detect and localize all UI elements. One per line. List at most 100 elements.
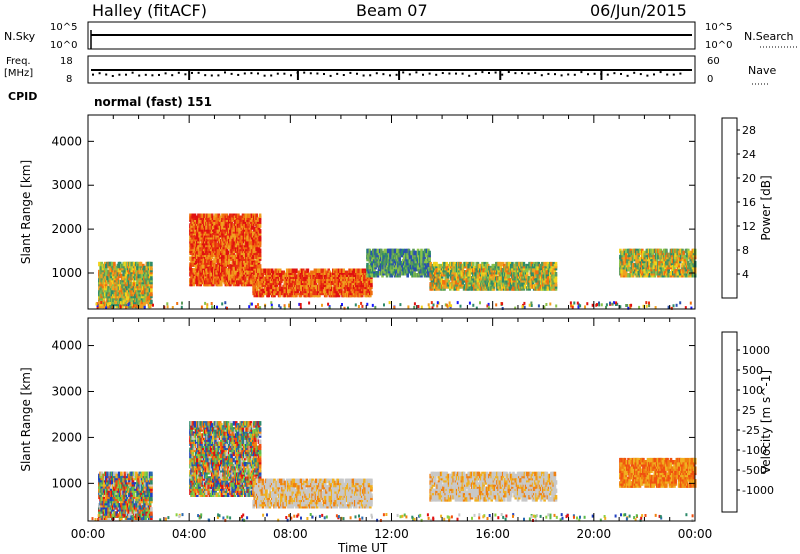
echo-cell [508, 286, 512, 291]
nave-dot [501, 73, 504, 76]
nave-dot [309, 72, 312, 75]
echo-cell [226, 215, 230, 220]
nave-dot [488, 72, 490, 75]
echo-cell [507, 274, 511, 279]
echo-cell [194, 260, 198, 265]
echo-cell [236, 227, 239, 232]
echo-cell [414, 266, 418, 272]
echo-cell [321, 268, 325, 273]
echo-cell [675, 262, 679, 268]
echo-cell [501, 278, 505, 283]
echo-cell [629, 256, 633, 262]
nave-dot [540, 74, 543, 77]
echo-cell [652, 264, 656, 270]
echo-cell [522, 261, 526, 267]
freq-tick-top: 18 [60, 56, 73, 67]
echo-cell [367, 276, 371, 282]
nave-dot [290, 74, 292, 77]
nave-dot [639, 73, 642, 76]
nave-dot [679, 72, 682, 75]
nave-dot [369, 74, 372, 77]
nsky-tick-top: 10^5 [50, 22, 77, 33]
echo-cell [98, 261, 101, 267]
nave-dot [250, 72, 253, 75]
echo-cell [416, 264, 420, 270]
echo-cell [220, 281, 223, 287]
nave-dot [204, 74, 207, 77]
nave-dot [197, 71, 200, 74]
echo-cell [230, 213, 233, 218]
nave-dot [613, 72, 616, 75]
nave-dot [171, 74, 174, 77]
nave-dot [547, 72, 550, 75]
nave-dot [606, 73, 609, 76]
echo-cell [554, 282, 558, 287]
nave-dot [567, 73, 570, 76]
echo-cell [370, 278, 373, 284]
freq-unit: [MHz] [4, 68, 33, 79]
echo-cell [252, 254, 255, 259]
nave-dot [270, 74, 273, 77]
echo-cell [514, 272, 518, 277]
nave-dot [164, 72, 167, 75]
echo-cell [683, 254, 687, 260]
nave-dot [514, 72, 517, 75]
echo-cell [255, 286, 259, 292]
echo-cell [273, 274, 276, 279]
echo-cell [383, 248, 387, 254]
echo-cell [435, 261, 438, 267]
nave-dot [329, 74, 332, 77]
nave-dot [455, 72, 457, 75]
nave-dot [441, 72, 444, 75]
echo-cell [146, 291, 150, 297]
echo-cell [396, 248, 399, 254]
nsearch-tick-bottom: 10^0 [705, 40, 732, 51]
echo-cell [428, 250, 431, 256]
echo-cell [207, 213, 210, 218]
echo-cell [427, 262, 430, 268]
freq-tick-bottom: 8 [66, 74, 72, 85]
echo-cell [276, 286, 280, 292]
echo-cell [345, 270, 349, 275]
nave-dot [362, 74, 365, 77]
nave-dot [672, 73, 675, 76]
echo-cell [342, 268, 345, 273]
echo-cell [620, 269, 623, 274]
nave-dot [395, 73, 398, 76]
nave-dot [349, 71, 352, 74]
nave-dot [217, 74, 220, 77]
nave-dot [428, 72, 431, 75]
nave-dot [653, 73, 655, 76]
echo-cell [682, 250, 685, 256]
echo-cell [293, 272, 297, 277]
echo-cell [306, 268, 310, 273]
echo-cell [118, 293, 122, 299]
nave-dot [468, 74, 471, 77]
echo-cell [404, 248, 407, 254]
echo-cell [326, 284, 329, 290]
nave-dot [375, 72, 378, 75]
echo-cell [370, 282, 373, 288]
echo-cell [130, 297, 133, 303]
echo-cell [226, 235, 230, 240]
echo-cell [258, 229, 262, 234]
nave-dot [620, 72, 622, 75]
nave-dot [494, 71, 497, 74]
echo-cell [223, 262, 226, 267]
echo-cell [253, 284, 257, 290]
echo-cell [282, 270, 285, 275]
nave-dot [507, 71, 510, 74]
echo-cell [237, 219, 240, 224]
nave-dot [580, 71, 583, 74]
echo-cell [214, 225, 217, 230]
echo-cell [258, 248, 262, 254]
nave-dot [210, 74, 213, 77]
echo-cell [300, 290, 304, 296]
echo-cell [228, 260, 231, 265]
echo-cell [498, 276, 501, 281]
echo-cell [267, 292, 270, 298]
nave-dot [554, 73, 556, 76]
nave-spikes [188, 70, 603, 80]
echo-cell [470, 286, 474, 291]
